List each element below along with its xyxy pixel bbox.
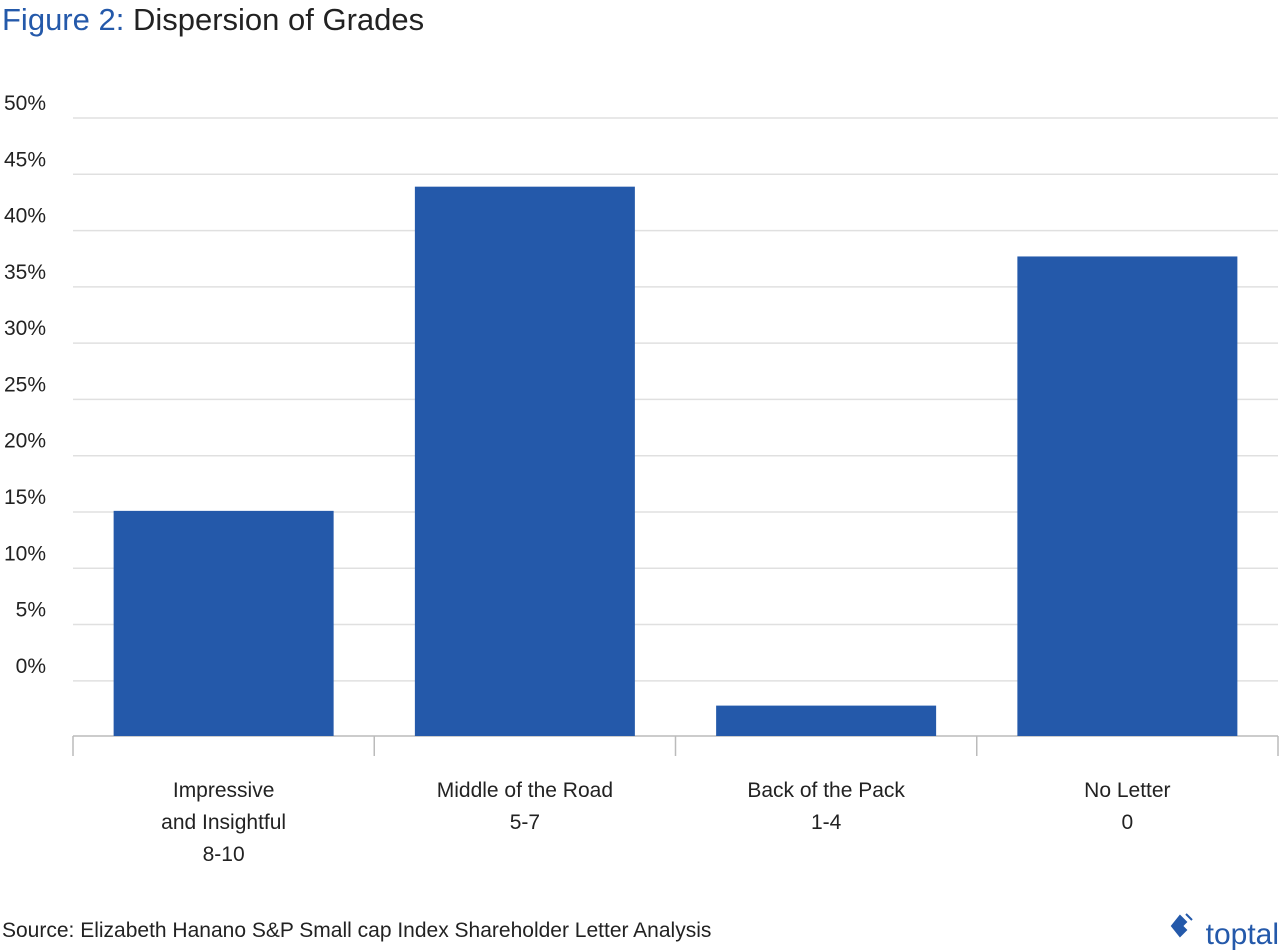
figure-label: Figure 2: [2, 2, 124, 37]
x-tick-label: 0 [1122, 811, 1134, 834]
x-tick-label: Middle of the Road [437, 779, 613, 802]
x-tick-label: No Letter [1084, 779, 1170, 802]
chart-title: Dispersion of Grades [133, 2, 424, 37]
logo: toptal [1206, 918, 1279, 950]
y-tick-label: 0% [16, 655, 46, 678]
bar [414, 186, 635, 736]
y-tick-label: 30% [4, 317, 46, 340]
y-tick-label: 50% [4, 92, 46, 115]
title-line: Figure 2: Dispersion of Grades [2, 2, 424, 37]
y-tick-label: 15% [4, 486, 46, 509]
y-tick-label: 10% [4, 542, 46, 565]
y-tick-label: 40% [4, 205, 46, 228]
x-tick-label: 1-4 [811, 811, 842, 834]
y-tick-label: 5% [16, 599, 46, 622]
bar [1017, 256, 1238, 736]
x-tick-label: Impressive [173, 779, 275, 802]
logo-icon [1170, 913, 1193, 938]
x-tick-label: and Insightful [161, 811, 286, 834]
y-tick-label: 45% [4, 148, 46, 171]
x-tick-label: 5-7 [510, 811, 540, 834]
y-tick-label: 20% [4, 430, 46, 453]
x-tick-label: 8-10 [203, 843, 245, 866]
y-tick-label: 35% [4, 261, 46, 284]
source: Source: Elizabeth Hanano S&P Small cap I… [2, 919, 711, 942]
y-tick-label: 25% [4, 373, 46, 396]
bar [716, 705, 937, 736]
bar [113, 510, 334, 736]
x-tick-label: Back of the Pack [747, 779, 905, 802]
